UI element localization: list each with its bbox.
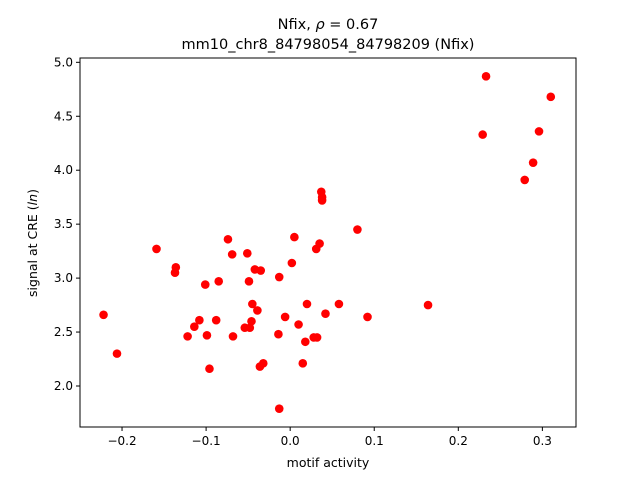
data-point-39 xyxy=(312,333,322,342)
data-point-15 xyxy=(228,332,238,341)
data-point-8 xyxy=(200,280,210,289)
data-point-53 xyxy=(534,127,544,136)
x-axis-ticks: −0.2 −0.1 0.0 0.1 0.2 0.3 xyxy=(107,427,552,448)
data-point-13 xyxy=(223,234,233,244)
plot-frame xyxy=(79,57,577,428)
x-tick-label-5: 0.3 xyxy=(533,434,552,448)
data-point-28 xyxy=(274,272,284,282)
data-point-50 xyxy=(481,72,491,81)
data-point-18 xyxy=(244,277,254,286)
data-point-12 xyxy=(214,277,224,286)
data-point-11 xyxy=(211,315,221,325)
y-tick-label-0: 2.0 xyxy=(54,379,73,393)
data-point-30 xyxy=(280,312,290,322)
data-point-1 xyxy=(112,349,122,358)
data-point-17 xyxy=(242,248,252,258)
data-point-32 xyxy=(290,232,299,242)
y-tick-label-6: 5.0 xyxy=(54,55,73,69)
y-tick-label-2: 3.0 xyxy=(54,271,73,285)
x-tick-label-1: −0.1 xyxy=(192,434,221,448)
x-tick-label-2: 0.0 xyxy=(281,434,300,448)
data-point-7 xyxy=(195,315,204,325)
data-point-43 xyxy=(317,196,327,205)
data-point-0 xyxy=(99,310,108,320)
x-tick-label-3: 0.1 xyxy=(365,434,384,448)
data-point-26 xyxy=(258,359,268,368)
y-tick-label-1: 2.5 xyxy=(54,325,73,339)
data-point-21 xyxy=(248,299,257,309)
chart-title: Nfix, ρ = 0.67 xyxy=(278,17,379,33)
data-point-52 xyxy=(528,158,538,167)
data-point-27 xyxy=(274,329,283,339)
data-point-2 xyxy=(152,244,161,254)
x-axis-label: motif activity xyxy=(287,455,370,470)
data-point-36 xyxy=(302,299,312,309)
data-point-49 xyxy=(478,130,487,139)
x-tick-label-4: 0.2 xyxy=(449,434,468,448)
data-point-19 xyxy=(245,323,255,333)
y-axis-ticks: 2.0 2.5 3.0 3.5 4.0 4.5 5.0 xyxy=(54,55,80,393)
data-point-5 xyxy=(183,332,192,341)
data-point-25 xyxy=(256,266,266,275)
y-tick-label-3: 3.5 xyxy=(54,217,73,231)
data-point-48 xyxy=(423,300,433,310)
data-point-51 xyxy=(520,175,530,185)
data-point-31 xyxy=(287,258,297,268)
data-point-34 xyxy=(298,359,308,368)
data-point-40 xyxy=(315,239,324,248)
data-point-45 xyxy=(334,299,344,309)
y-tick-label-5: 4.5 xyxy=(54,109,73,123)
x-tick-label-0: −0.2 xyxy=(107,434,136,448)
data-point-20 xyxy=(247,316,256,326)
data-point-10 xyxy=(205,364,214,374)
data-point-44 xyxy=(321,309,330,319)
data-point-14 xyxy=(227,250,237,259)
data-point-4 xyxy=(170,268,180,278)
chart-subtitle: mm10_chr8_84798054_84798209 (Nfix) xyxy=(182,37,475,53)
data-point-23 xyxy=(253,306,262,315)
data-point-9 xyxy=(202,330,212,340)
data-point-29 xyxy=(274,404,284,413)
y-axis-label: signal at CRE (ln) xyxy=(25,189,40,297)
data-point-35 xyxy=(301,337,310,347)
data-point-54 xyxy=(546,92,556,102)
data-point-46 xyxy=(353,225,362,234)
data-point-6 xyxy=(190,322,199,331)
y-tick-label-4: 4.0 xyxy=(54,163,73,177)
data-point-33 xyxy=(294,320,303,329)
data-point-47 xyxy=(363,312,372,322)
data-points xyxy=(99,72,556,413)
